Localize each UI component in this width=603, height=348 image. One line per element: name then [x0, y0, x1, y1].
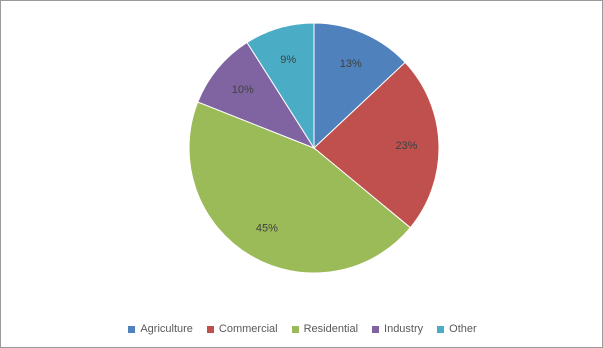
pie-slices — [188, 22, 440, 274]
legend-swatch-industry — [372, 325, 380, 333]
data-label-other: 9% — [280, 54, 296, 66]
legend-label-residential: Residential — [303, 323, 359, 335]
data-label-agriculture: 13% — [340, 58, 362, 70]
pie-slice-other — [246, 22, 315, 150]
legend-label-agriculture: Agriculture — [140, 323, 193, 335]
legend-swatch-residential — [291, 325, 299, 333]
pie-slice-residential — [188, 101, 412, 274]
data-label-industry: 10% — [232, 84, 254, 96]
data-label-residential: 45% — [256, 223, 278, 235]
data-label-commercial: 23% — [395, 140, 417, 152]
legend-item-other: Other — [437, 323, 477, 335]
legend-item-residential: Residential — [291, 323, 359, 335]
pie-slice-industry — [197, 41, 316, 150]
pie-slice-agriculture — [313, 22, 406, 150]
chart-legend: Agriculture Commercial Residential Indus… — [1, 319, 603, 339]
pie-slice-commercial — [313, 61, 440, 229]
legend-label-industry: Industry — [384, 323, 424, 335]
legend-label-commercial: Commercial — [218, 323, 278, 335]
legend-swatch-agriculture — [128, 325, 136, 333]
pie-data-labels: 13% 23% 45% 10% 9% — [232, 54, 418, 234]
legend-label-other: Other — [449, 323, 477, 335]
legend-swatch-commercial — [206, 325, 214, 333]
legend-swatch-other — [437, 325, 445, 333]
legend-item-agriculture: Agriculture — [128, 323, 193, 335]
pie-chart: 13% 23% 45% 10% 9% — [188, 22, 440, 274]
legend-item-commercial: Commercial — [206, 323, 278, 335]
legend-item-industry: Industry — [372, 323, 423, 335]
